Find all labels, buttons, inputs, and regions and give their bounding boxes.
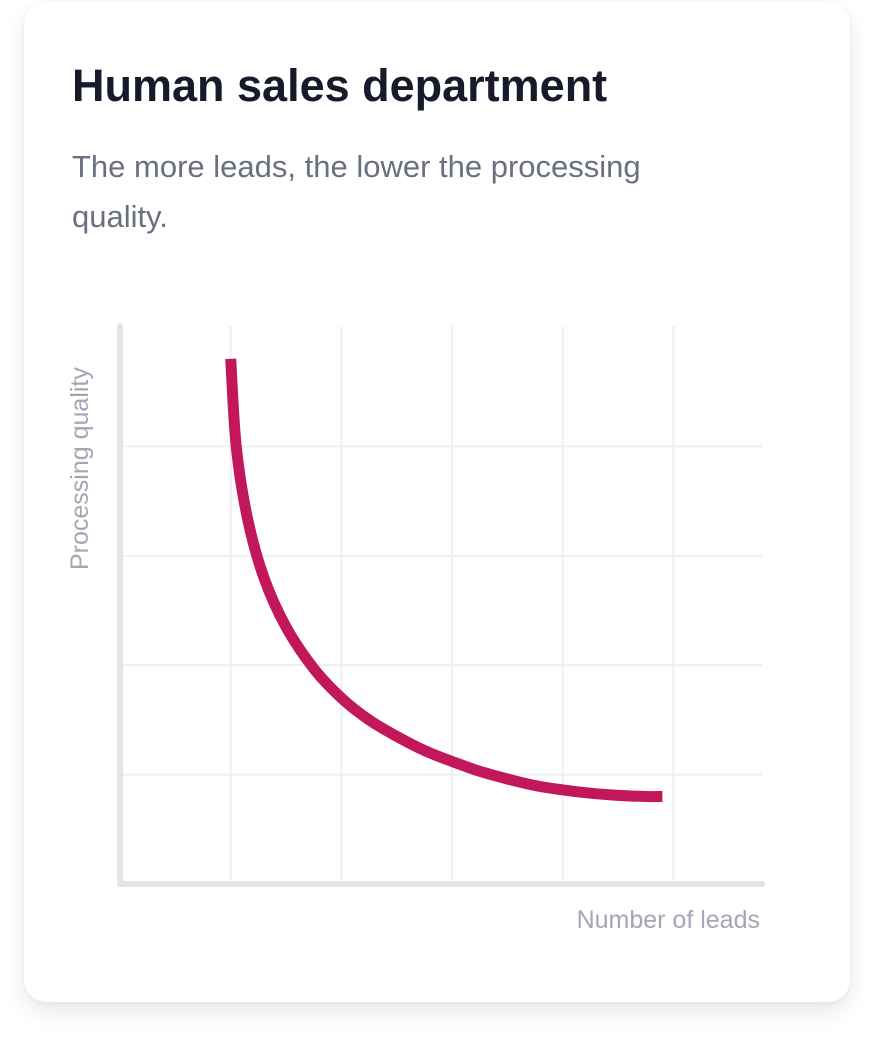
chart-card: Human sales department The more leads, t…: [24, 2, 850, 1002]
card-title: Human sales department: [72, 60, 608, 111]
line-chart: Processing quality Number of leads: [66, 323, 765, 934]
axes: [117, 323, 765, 887]
series-group: [225, 358, 663, 803]
series-line: [225, 358, 663, 803]
card-subtitle: The more leads, the lower the processing…: [72, 149, 641, 234]
y-axis-label: Processing quality: [66, 367, 94, 570]
x-axis-label: Number of leads: [577, 906, 760, 934]
grid-lines: [120, 326, 762, 884]
